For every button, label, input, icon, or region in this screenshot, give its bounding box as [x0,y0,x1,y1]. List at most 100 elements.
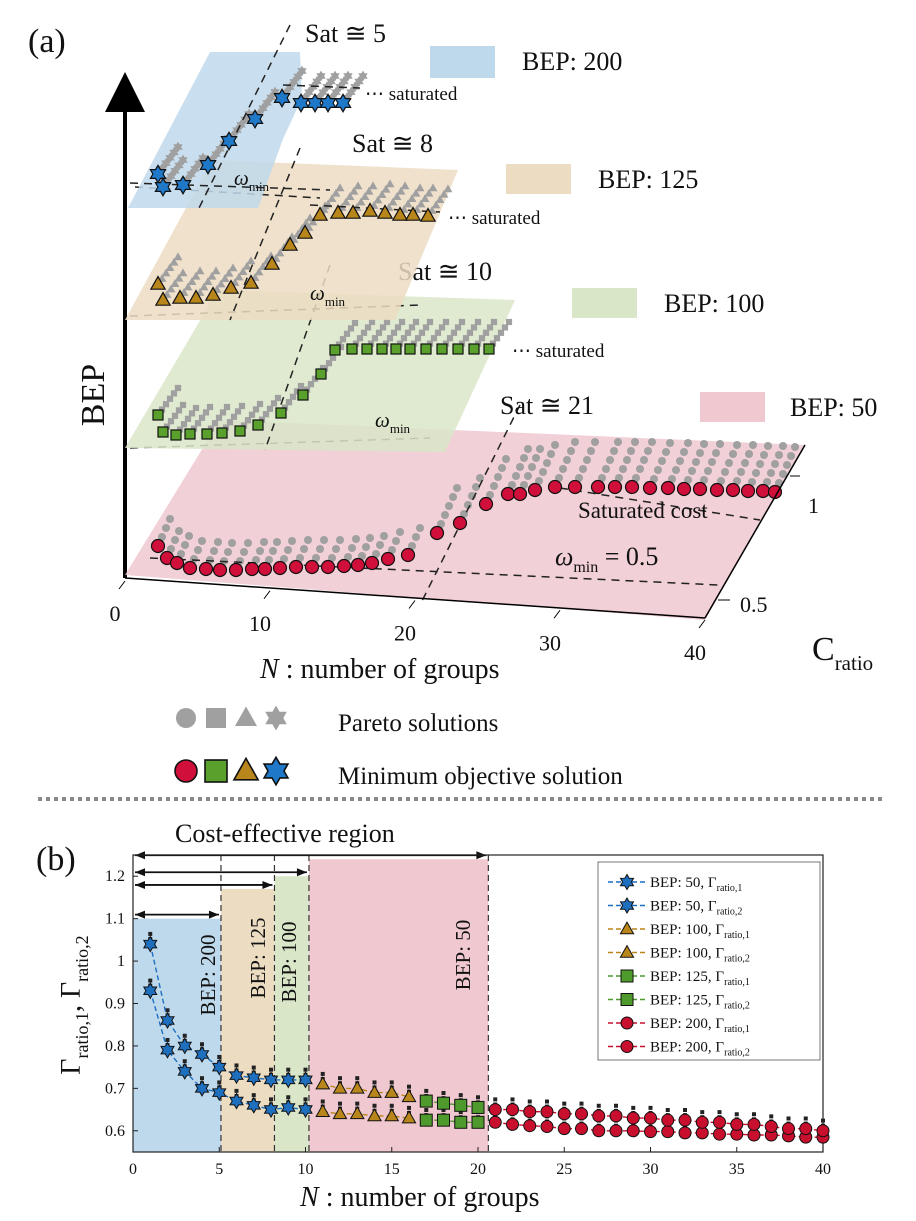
pareto-point [562,1101,567,1106]
pareto-point [266,251,276,260]
pareto-point [166,284,176,293]
pareto-point [375,540,385,550]
pareto-point [251,555,261,565]
legend-marker [620,969,634,983]
pareto-point [252,406,260,413]
pareto-point [224,268,234,277]
pareto-point [227,538,237,548]
pareto-point [597,473,607,483]
series-point [384,1108,400,1122]
pareto-point [211,266,221,275]
pareto-point [197,536,207,546]
min-objective-point [171,289,189,304]
min-objective-point [676,481,692,497]
pareto-point [391,536,401,546]
pareto-point [411,188,421,197]
pareto-point [371,335,379,342]
pareto-point [303,1097,308,1102]
c-axis-line [704,444,806,619]
pareto-point [436,519,446,529]
pareto-point [387,545,397,555]
pareto-point [454,324,462,331]
n-tick-label: 40 [684,640,706,665]
min-objective-point [296,224,314,239]
pareto-point [734,1112,739,1117]
y-tick-label: 1.1 [105,911,125,928]
pareto-point [157,532,167,542]
pareto-point [414,335,422,342]
pareto-point [609,446,619,456]
min-objective-point [246,109,264,130]
pareto-point [626,446,636,456]
min-objective-point [452,343,464,355]
pareto-point [444,501,454,511]
pareto-point [408,324,416,331]
pareto-point [420,194,430,203]
pareto-point [238,402,246,410]
min-objective-point [329,204,347,219]
legend-marker [619,873,635,891]
pareto-point [398,318,406,326]
pareto-point [165,263,175,272]
min-objective-point [149,275,167,290]
pareto-point [223,547,233,557]
series-point [506,1117,519,1131]
pareto-point [183,282,193,291]
legend-entry: BEP: 200, Γratio,2 [650,1040,750,1059]
series-point [211,1058,227,1076]
pareto-point [523,471,533,481]
minimum-legend-square-icon [204,759,228,783]
pareto-point [286,1095,291,1100]
y-tick-label: 0.9 [105,996,125,1013]
pareto-point [471,482,481,492]
legend-swatch-bep-50 [700,392,765,422]
min-objective-point [755,483,771,499]
pareto-point [439,189,449,198]
series-4 [419,1113,485,1129]
pareto-point [184,415,192,422]
legend-marker [620,1040,634,1053]
pareto-point [687,466,697,476]
pareto-point [180,540,190,550]
pareto-point [703,466,713,476]
pareto-point [230,413,238,420]
pareto-point [732,440,742,450]
series-point [246,1069,262,1087]
pareto-point [462,335,470,342]
pareto-point [315,544,325,554]
min-objective-point [204,286,222,301]
min-objective-point [184,428,196,440]
min-objective-point [607,479,623,495]
legend-label-bep-100: BEP: 100 [664,289,764,318]
series-point [263,1101,279,1119]
min-objective-point [187,289,205,304]
pareto-point [234,1088,239,1093]
y-tick-label: 1.2 [105,868,125,885]
legend-label-bep-50: BEP: 50 [790,393,877,422]
pareto-point [493,472,503,482]
pareto-point [630,437,640,447]
pareto-point [392,192,402,201]
min-objective-point [154,291,172,306]
pareto-point [202,409,210,416]
pareto-point [440,510,450,520]
pareto-point [431,200,441,209]
saturated-note: ⋯ saturated [365,84,458,105]
pareto-point [691,457,701,467]
min-objective-point [567,479,583,495]
pareto-point [319,535,329,545]
pareto-point [190,163,200,175]
pareto-point [501,324,509,331]
pareto-point [618,464,628,474]
pareto-point [379,324,387,331]
pareto-point [235,556,245,566]
omega-min-label-50: ωmin = 0.5 [555,542,658,576]
pareto-point [165,514,175,524]
pareto-point [535,444,545,454]
min-objective-point [767,484,783,500]
pareto-point [762,477,772,487]
series-point [523,1119,537,1133]
series-point [626,1111,640,1125]
pareto-point [283,545,293,555]
series-point [488,1115,502,1129]
